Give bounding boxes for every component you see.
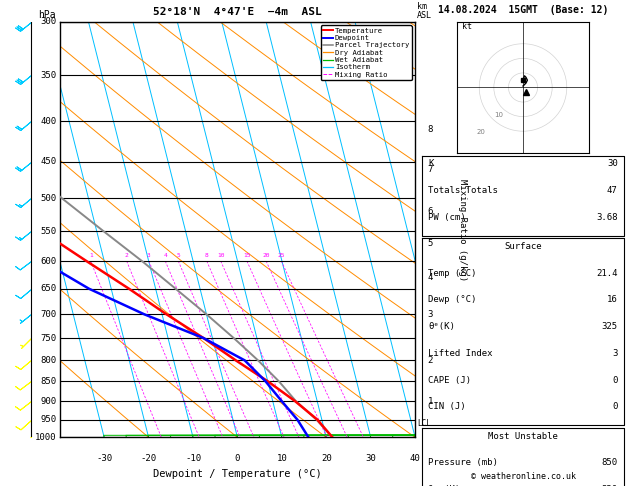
Text: 4: 4 (428, 274, 433, 282)
Text: 0: 0 (235, 454, 240, 463)
Text: 20: 20 (262, 253, 270, 258)
Text: 3: 3 (147, 253, 151, 258)
Text: 3: 3 (428, 310, 433, 319)
Text: 400: 400 (40, 117, 56, 126)
Text: © weatheronline.co.uk: © weatheronline.co.uk (470, 472, 576, 481)
Text: 6: 6 (428, 207, 433, 216)
Text: km
ASL: km ASL (417, 2, 432, 20)
Text: Pressure (mb): Pressure (mb) (428, 458, 498, 468)
Text: 5: 5 (177, 253, 180, 258)
Text: 1: 1 (428, 397, 433, 405)
Text: 325: 325 (601, 322, 618, 331)
Text: 300: 300 (40, 17, 56, 26)
Text: kt: kt (462, 22, 472, 31)
Text: 8: 8 (205, 253, 209, 258)
Text: 30: 30 (607, 159, 618, 169)
Text: θᵉ (K): θᵉ (K) (428, 485, 460, 486)
Text: 1000: 1000 (35, 433, 56, 442)
Text: 850: 850 (40, 377, 56, 386)
Text: 20: 20 (321, 454, 331, 463)
Text: 900: 900 (40, 397, 56, 405)
Text: -30: -30 (96, 454, 112, 463)
Text: 15: 15 (243, 253, 251, 258)
Text: θᵉ(K): θᵉ(K) (428, 322, 455, 331)
Text: 21.4: 21.4 (596, 269, 618, 278)
Text: 650: 650 (40, 284, 56, 293)
Text: 14.08.2024  15GMT  (Base: 12): 14.08.2024 15GMT (Base: 12) (438, 5, 608, 15)
Text: Surface: Surface (504, 242, 542, 251)
Text: 800: 800 (40, 356, 56, 365)
Text: 8: 8 (428, 125, 433, 134)
Text: 330: 330 (601, 485, 618, 486)
Text: LCL: LCL (417, 419, 431, 428)
Text: 550: 550 (40, 226, 56, 236)
Text: 600: 600 (40, 257, 56, 265)
Text: Lifted Index: Lifted Index (428, 349, 493, 358)
Text: Dewp (°C): Dewp (°C) (428, 295, 477, 305)
Text: 3: 3 (612, 349, 618, 358)
Text: Temp (°C): Temp (°C) (428, 269, 477, 278)
Text: 350: 350 (40, 70, 56, 80)
Text: 5: 5 (428, 239, 433, 248)
Text: 52°18'N  4°47'E  −4m  ASL: 52°18'N 4°47'E −4m ASL (153, 7, 322, 17)
Text: Mixing Ratio (g/kg): Mixing Ratio (g/kg) (458, 178, 467, 281)
Text: 2: 2 (125, 253, 128, 258)
Text: Most Unstable: Most Unstable (488, 432, 558, 441)
Text: 2: 2 (428, 356, 433, 365)
Text: 10: 10 (494, 112, 503, 118)
Text: CAPE (J): CAPE (J) (428, 376, 471, 385)
Text: 450: 450 (40, 157, 56, 166)
Text: -20: -20 (140, 454, 157, 463)
Text: 950: 950 (40, 415, 56, 424)
Text: 25: 25 (277, 253, 285, 258)
Text: 40: 40 (409, 454, 421, 463)
Text: 10: 10 (217, 253, 225, 258)
Text: -10: -10 (185, 454, 201, 463)
Text: 0: 0 (612, 402, 618, 412)
Text: hPa: hPa (38, 10, 56, 20)
Text: 750: 750 (40, 333, 56, 343)
Text: 3.68: 3.68 (596, 213, 618, 222)
Text: 4: 4 (164, 253, 167, 258)
Text: K: K (428, 159, 434, 169)
Text: 16: 16 (607, 295, 618, 305)
Text: 1: 1 (89, 253, 92, 258)
Text: CIN (J): CIN (J) (428, 402, 466, 412)
Text: 7: 7 (428, 165, 433, 174)
Text: Totals Totals: Totals Totals (428, 186, 498, 195)
Text: PW (cm): PW (cm) (428, 213, 466, 222)
Text: 0: 0 (612, 376, 618, 385)
Text: 47: 47 (607, 186, 618, 195)
Text: 850: 850 (601, 458, 618, 468)
Text: 500: 500 (40, 194, 56, 203)
Text: 700: 700 (40, 310, 56, 319)
Text: 10: 10 (277, 454, 287, 463)
Legend: Temperature, Dewpoint, Parcel Trajectory, Dry Adiabat, Wet Adiabat, Isotherm, Mi: Temperature, Dewpoint, Parcel Trajectory… (321, 25, 411, 80)
Text: 30: 30 (365, 454, 376, 463)
Text: 20: 20 (476, 129, 485, 135)
Text: Dewpoint / Temperature (°C): Dewpoint / Temperature (°C) (153, 469, 322, 479)
